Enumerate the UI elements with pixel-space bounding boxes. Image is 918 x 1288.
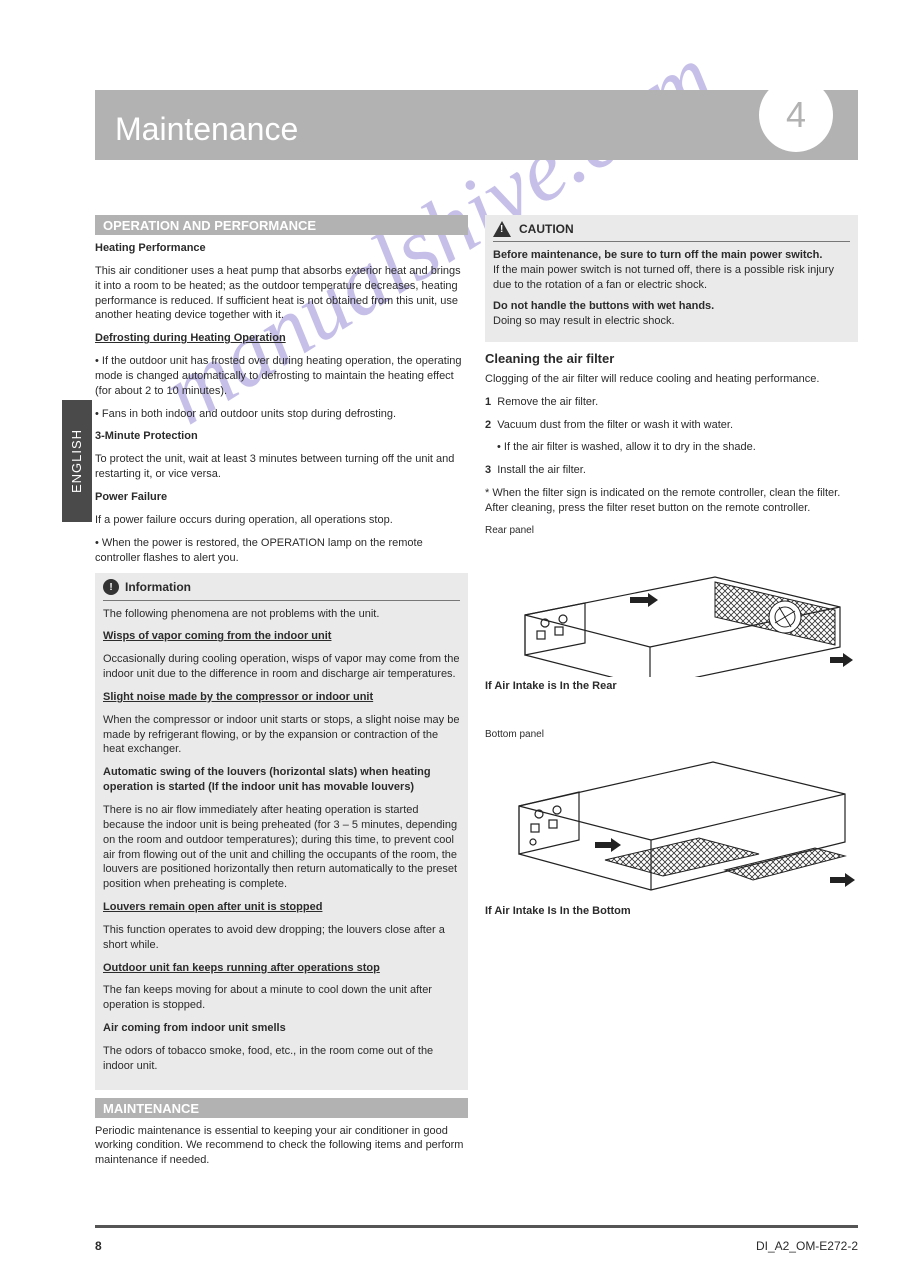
step-2-sub: • If the air filter is washed, allow it … <box>485 440 858 455</box>
info-body-5: The fan keeps moving for about a minute … <box>103 983 460 1013</box>
caption-bottom-intake: If Air Intake Is In the Bottom <box>485 904 858 919</box>
step-2: 2 Vacuum dust from the filter or wash it… <box>485 418 858 433</box>
caution-lead-2: Do not handle the buttons with wet hands… <box>493 299 850 314</box>
info-sub-1: Wisps of vapor coming from the indoor un… <box>103 629 460 644</box>
body-power-failure: If a power failure occurs during operati… <box>95 513 468 528</box>
chapter-number-badge: 4 <box>759 78 833 152</box>
info-body-3: There is no air flow immediately after h… <box>103 803 460 892</box>
caution-box: CAUTION Before maintenance, be sure to t… <box>485 215 858 342</box>
info-body-2: When the compressor or indoor unit start… <box>103 713 460 758</box>
left-column: OPERATION AND PERFORMANCE Heating Perfor… <box>95 215 468 1176</box>
bullet-defrost-1: • If the outdoor unit has frosted over d… <box>95 354 468 399</box>
info-body-1: Occasionally during cooling operation, w… <box>103 652 460 682</box>
caution-lead-1: Before maintenance, be sure to turn off … <box>493 248 850 263</box>
label-bottom-panel: Bottom panel <box>485 728 858 742</box>
heading-heating-performance: Heating Performance <box>95 241 468 256</box>
caution-body-2: Doing so may result in electric shock. <box>493 314 850 329</box>
info-sub-6: Air coming from indoor unit smells <box>103 1021 460 1036</box>
caution-label: CAUTION <box>519 221 574 237</box>
caption-rear-intake: If Air Intake is In the Rear <box>485 679 858 694</box>
info-heading: ! Information <box>103 579 460 600</box>
figure-unit-rear-intake <box>485 537 858 677</box>
page-number: 8 <box>95 1238 102 1254</box>
body-heating-performance: This air conditioner uses a heat pump th… <box>95 264 468 323</box>
chapter-header: Maintenance 4 <box>95 90 858 160</box>
bullet-power-1: • When the power is restored, the OPERAT… <box>95 536 468 566</box>
body-cleaning-filter: Clogging of the air filter will reduce c… <box>485 372 858 387</box>
info-body-4: This function operates to avoid dew drop… <box>103 923 460 953</box>
body-3min: To protect the unit, wait at least 3 min… <box>95 452 468 482</box>
chapter-title: Maintenance <box>95 90 858 151</box>
caution-item-2: Do not handle the buttons with wet hands… <box>493 299 850 329</box>
footer-rule <box>95 1225 858 1228</box>
heading-power-failure: Power Failure <box>95 490 468 505</box>
heading-cleaning-filter: Cleaning the air filter <box>485 350 858 368</box>
step-1: 1 Remove the air filter. <box>485 395 858 410</box>
language-side-tab: ENGLISH <box>62 400 92 522</box>
info-body-6: The odors of tobacco smoke, food, etc., … <box>103 1044 460 1074</box>
body-maintenance: Periodic maintenance is essential to kee… <box>95 1124 468 1169</box>
info-label: Information <box>125 579 191 595</box>
info-sub-5: Outdoor unit fan keeps running after ope… <box>103 961 460 976</box>
doc-code: DI_A2_OM-E272-2 <box>756 1238 858 1254</box>
filter-reset-note: * When the filter sign is indicated on t… <box>485 486 858 516</box>
bullet-defrost-2: • Fans in both indoor and outdoor units … <box>95 407 468 422</box>
info-sub-3: Automatic swing of the louvers (horizont… <box>103 765 460 795</box>
heading-defrosting: Defrosting during Heating Operation <box>95 331 468 346</box>
label-rear-panel: Rear panel <box>485 524 858 538</box>
figure-unit-bottom-intake <box>485 742 858 902</box>
caution-heading: CAUTION <box>493 221 850 242</box>
info-sub-2: Slight noise made by the compressor or i… <box>103 690 460 705</box>
caution-body-1: If the main power switch is not turned o… <box>493 263 850 293</box>
caution-item-1: Before maintenance, be sure to turn off … <box>493 248 850 293</box>
info-sub-4: Louvers remain open after unit is stoppe… <box>103 900 460 915</box>
info-icon: ! <box>103 579 119 595</box>
info-intro: The following phenomena are not problems… <box>103 607 460 622</box>
section-heading-maintenance: MAINTENANCE <box>95 1098 468 1118</box>
information-box: ! Information The following phenomena ar… <box>95 573 468 1089</box>
section-heading-operation: OPERATION AND PERFORMANCE <box>95 215 468 235</box>
right-column: CAUTION Before maintenance, be sure to t… <box>485 215 858 919</box>
heading-3min: 3-Minute Protection <box>95 429 468 444</box>
caution-icon <box>493 221 511 237</box>
step-3: 3 Install the air filter. <box>485 463 858 478</box>
